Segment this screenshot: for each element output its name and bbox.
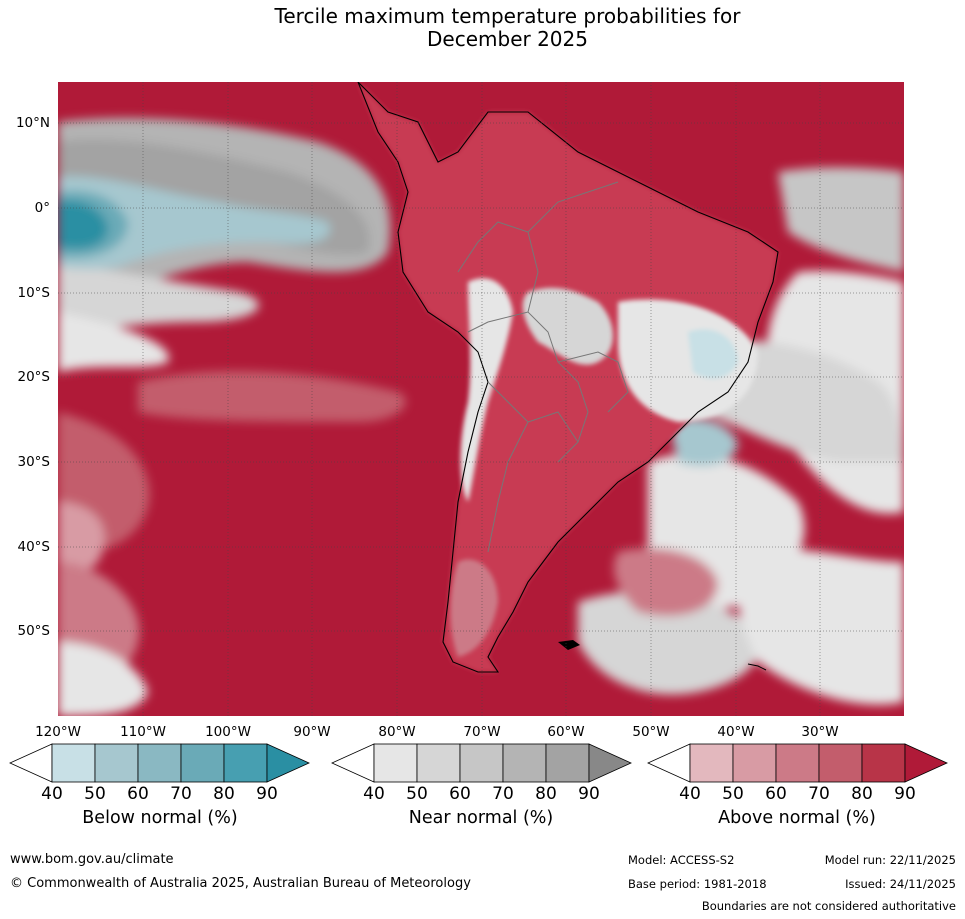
footer-model-run: Model run: 22/11/2025: [824, 853, 956, 867]
below-brazil-east: [688, 329, 738, 379]
cb-above-bin-3: [775, 743, 820, 783]
title-line-1: Tercile maximum temperature probabilitie…: [274, 4, 741, 28]
field-near-south-atlantic: [578, 591, 760, 695]
cb-above-tick: 90: [894, 784, 916, 804]
cb-near-tick: 40: [363, 784, 385, 804]
footer-website[interactable]: www.bom.gov.au/climate: [10, 852, 174, 867]
chart-title: Tercile maximum temperature probabilitie…: [0, 5, 965, 51]
colorbar-above: [647, 743, 948, 783]
cb-above-bin-4: [818, 743, 863, 783]
cb-below-bin-1: [51, 743, 96, 783]
field-near-far-sw: [58, 642, 148, 716]
cb-above-bin-2: [732, 743, 777, 783]
south-georgia: [747, 663, 767, 671]
cb-above-tick: 60: [765, 784, 787, 804]
lat-label-30s: 30°S: [17, 454, 51, 470]
field-above-sa-mid: [614, 548, 718, 616]
cb-near-tick: 80: [535, 784, 557, 804]
cb-above-tick: 70: [808, 784, 830, 804]
cb-above-low-arrow: [647, 743, 691, 783]
cb-near-bin-2: [416, 743, 461, 783]
field-near-pale: [58, 312, 169, 372]
lat-label-10n: 10°N: [15, 115, 50, 131]
field-below-dark: [58, 200, 108, 249]
field-near-atlantic-1: [778, 167, 904, 272]
probability-map: [58, 81, 904, 716]
field-below-light: [58, 176, 330, 270]
footer-copyright: © Commonwealth of Australia 2025, Austra…: [10, 876, 471, 891]
field-near-south-atlantic-2: [737, 549, 904, 705]
cb-below-bin-4: [180, 743, 225, 783]
cb-above-tick: 50: [722, 784, 744, 804]
footer-base-period: Base period: 1981-2018: [628, 877, 767, 891]
lon-label-100w: 100°W: [205, 724, 251, 740]
colorbar-above-label: Above normal (%): [718, 808, 876, 828]
field-below-atlantic: [668, 418, 738, 466]
cb-near-tick: 60: [449, 784, 471, 804]
lat-label-50s: 50°S: [17, 623, 51, 639]
near-normal-brazil-east: [618, 299, 758, 422]
lat-label-0: 0°: [34, 200, 50, 216]
lat-label-10s: 10°S: [17, 285, 51, 301]
cb-below-tick: 80: [213, 784, 235, 804]
title-line-2: December 2025: [427, 27, 588, 51]
field-above-mid-pacific: [138, 371, 406, 422]
lon-label-90w: 90°W: [293, 724, 331, 740]
cb-below-tick: 90: [256, 784, 278, 804]
colorbars-svg: [9, 743, 948, 783]
cb-below-bin-5: [223, 743, 268, 783]
lon-label-50w: 50°W: [632, 724, 670, 740]
lat-label-20s: 20°S: [17, 369, 51, 385]
colorbar-near-label: Near normal (%): [408, 808, 554, 828]
cb-near-bin-4: [502, 743, 547, 783]
cb-below-tick: 40: [41, 784, 63, 804]
cb-below-low-arrow: [9, 743, 53, 783]
near-normal-brazil: [522, 287, 613, 365]
lon-label-80w: 80°W: [378, 724, 416, 740]
near-normal-andes: [460, 278, 513, 502]
lon-label-60w: 60°W: [547, 724, 585, 740]
colorbar-below-label: Below normal (%): [82, 808, 238, 828]
lon-label-40w: 40°W: [717, 724, 755, 740]
cb-below-high-arrow: [266, 743, 310, 783]
cb-above-bin-1: [689, 743, 734, 783]
cb-near-high-arrow: [588, 743, 632, 783]
probability-field: [58, 118, 904, 716]
cb-above-bin-5: [861, 743, 906, 783]
coastline: [357, 81, 779, 673]
cb-below-tick: 60: [127, 784, 149, 804]
cb-below-bin-2: [94, 743, 139, 783]
lon-label-110w: 110°W: [120, 724, 166, 740]
lat-label-40s: 40°S: [17, 539, 51, 555]
cb-near-low-arrow: [331, 743, 375, 783]
colorbar-near: [331, 743, 632, 783]
lon-label-30w: 30°W: [801, 724, 839, 740]
lon-label-70w: 70°W: [463, 724, 501, 740]
above-patagonia: [450, 559, 498, 657]
cb-below-bin-3: [137, 743, 182, 783]
colorbar-below: [9, 743, 310, 783]
map-svg: [58, 81, 904, 716]
falkland-islands: [558, 640, 580, 650]
cb-near-bin-3: [459, 743, 504, 783]
cb-near-bin-1: [373, 743, 418, 783]
cb-near-tick: 70: [492, 784, 514, 804]
cb-above-tick: 40: [679, 784, 701, 804]
field-above-light-sw: [58, 502, 105, 575]
field-near-light: [58, 262, 259, 332]
cb-near-tick: 50: [406, 784, 428, 804]
lon-label-120w: 120°W: [35, 724, 81, 740]
footer-disclaimer: Boundaries are not considered authoritat…: [701, 899, 956, 913]
cb-above-tick: 80: [851, 784, 873, 804]
footer-issued: Issued: 24/11/2025: [845, 877, 956, 891]
cb-below-tick: 50: [84, 784, 106, 804]
cb-above-high-arrow: [904, 743, 948, 783]
cb-near-tick: 90: [578, 784, 600, 804]
cb-near-bin-5: [545, 743, 590, 783]
country-borders: [457, 181, 629, 553]
cb-below-tick: 70: [170, 784, 192, 804]
graticule: [58, 82, 904, 716]
footer-model: Model: ACCESS-S2: [628, 853, 735, 867]
